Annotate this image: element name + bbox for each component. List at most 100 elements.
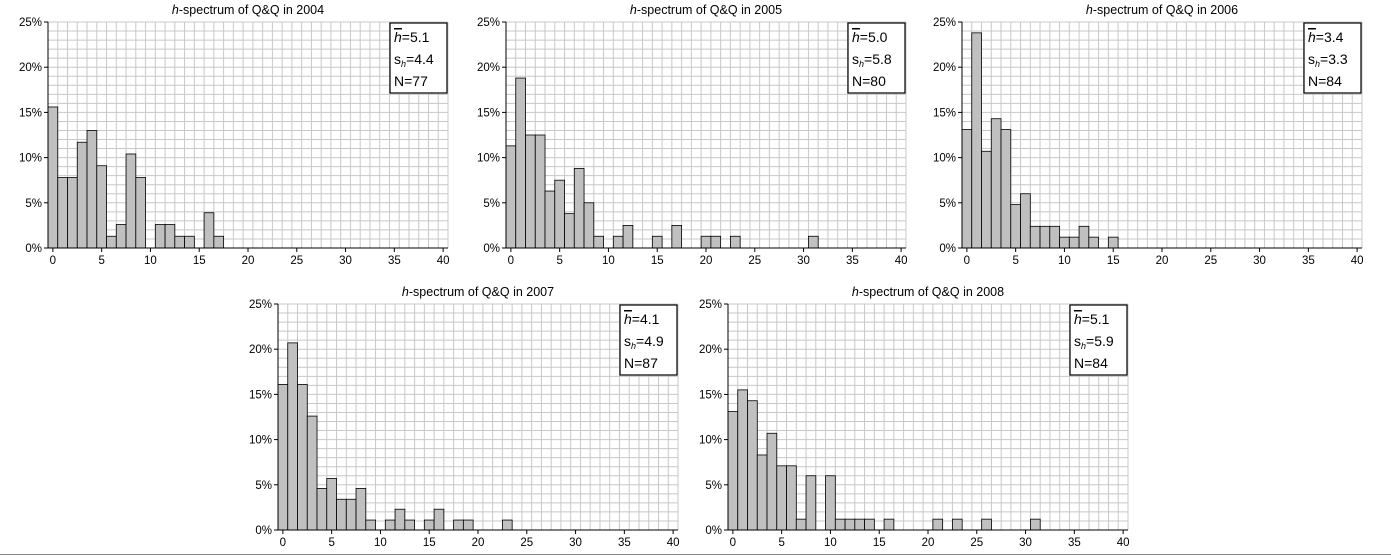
x-tick-label: 35 bbox=[388, 255, 401, 267]
chart-title: h-spectrum of Q&Q in 2004 bbox=[172, 3, 324, 17]
x-tick-label: 35 bbox=[1302, 255, 1315, 267]
x-tick-label: 30 bbox=[339, 255, 352, 267]
x-tick-label: 20 bbox=[472, 537, 485, 549]
histogram-bar bbox=[125, 153, 137, 249]
stat-sd: sh=5.9 bbox=[1074, 333, 1114, 351]
histogram-bar bbox=[834, 518, 846, 531]
histogram-bar bbox=[951, 518, 963, 531]
histogram-bar bbox=[1029, 225, 1041, 249]
histogram-bar bbox=[1107, 236, 1119, 249]
y-tick-label: 25% bbox=[249, 299, 272, 311]
x-tick-label: 5 bbox=[1012, 255, 1018, 267]
grid bbox=[727, 303, 1129, 530]
x-tick-label: 40 bbox=[1117, 537, 1130, 549]
y-tick-label: 25% bbox=[477, 17, 500, 29]
x-tick-label: 0 bbox=[280, 537, 286, 549]
x-tick-label: 0 bbox=[508, 255, 514, 267]
x-tick-label: 5 bbox=[556, 255, 562, 267]
y-tick-label: 15% bbox=[249, 389, 272, 401]
histogram-bar bbox=[932, 518, 944, 531]
x-tick-label: 10 bbox=[602, 255, 615, 267]
histogram-bar bbox=[287, 342, 298, 531]
y-tick-label: 10% bbox=[249, 435, 272, 447]
histogram-bar bbox=[501, 519, 513, 531]
histogram-bar bbox=[671, 224, 683, 249]
x-tick-label: 40 bbox=[1351, 255, 1364, 267]
x-tick-label: 30 bbox=[797, 255, 810, 267]
histogram-bar bbox=[96, 165, 107, 249]
stat-n: N=87 bbox=[624, 355, 658, 371]
stat-mean: h=5.0 bbox=[852, 29, 888, 45]
y-tick-label: 0% bbox=[25, 243, 42, 255]
stat-n: N=84 bbox=[1074, 355, 1108, 371]
histogram-bar bbox=[729, 235, 741, 249]
stat-mean: h=3.4 bbox=[1308, 29, 1344, 45]
y-tick-label: 10% bbox=[477, 153, 500, 165]
histogram-bar bbox=[164, 224, 176, 249]
histogram-panel-2008: h-spectrum of Q&Q in 2008 0% 5% 10% 15% 20% 25… bbox=[680, 282, 1140, 552]
histogram-bar bbox=[737, 389, 748, 531]
chart-title: h-spectrum of Q&Q in 2007 bbox=[402, 285, 554, 299]
stats-box: h=4.1 sh=4.9 N=87 bbox=[619, 304, 678, 376]
x-tick-label: 0 bbox=[50, 255, 56, 267]
histogram-bar bbox=[277, 384, 289, 531]
histogram-bar bbox=[1078, 225, 1090, 249]
y-tick-label: 20% bbox=[933, 62, 956, 74]
y-tick-label: 20% bbox=[249, 344, 272, 356]
y-tick-label: 0% bbox=[255, 525, 272, 537]
x-tick-label: 25 bbox=[520, 537, 533, 549]
histogram-bar bbox=[564, 213, 575, 249]
histogram-bar bbox=[47, 106, 59, 249]
bottom-divider bbox=[0, 554, 1391, 555]
histogram-bar bbox=[981, 150, 992, 249]
histogram-bar bbox=[776, 465, 787, 531]
histogram-bar bbox=[184, 235, 195, 249]
stats-box: h=5.0 sh=5.8 N=80 bbox=[847, 22, 906, 94]
x-tick-label: 15 bbox=[423, 537, 436, 549]
stat-sd: sh=4.9 bbox=[624, 333, 664, 351]
histogram-bar bbox=[174, 235, 185, 249]
x-tick-label: 10 bbox=[374, 537, 387, 549]
stat-sd: sh=4.4 bbox=[394, 51, 434, 69]
histogram-bar bbox=[336, 498, 347, 531]
histogram-bar bbox=[622, 224, 634, 249]
stats-box: h=5.1 sh=5.9 N=84 bbox=[1069, 304, 1128, 376]
histogram-panel-2004: h-spectrum of Q&Q in 2004 0% 5% 10% 15% 20% 25… bbox=[0, 0, 460, 270]
histogram-bar bbox=[423, 519, 435, 531]
x-tick-label: 20 bbox=[1156, 255, 1169, 267]
histogram-bar bbox=[864, 518, 875, 531]
stat-n: N=80 bbox=[852, 73, 886, 89]
histogram-bar bbox=[710, 235, 722, 249]
histogram-bar bbox=[453, 519, 464, 531]
y-tick-label: 25% bbox=[19, 17, 42, 29]
x-tick-label: 15 bbox=[873, 537, 886, 549]
histogram-bar bbox=[115, 224, 127, 249]
histogram-bar bbox=[154, 224, 166, 249]
y-tick-label: 5% bbox=[483, 198, 500, 210]
histogram-bar bbox=[306, 415, 318, 531]
histogram-bar bbox=[971, 32, 982, 249]
histogram-bar bbox=[394, 508, 406, 531]
histogram-bar bbox=[135, 177, 146, 249]
x-tick-label: 35 bbox=[618, 537, 631, 549]
x-tick-label: 40 bbox=[895, 255, 908, 267]
stat-n: N=84 bbox=[1308, 73, 1342, 89]
histogram-bar bbox=[462, 519, 474, 531]
histogram-bar bbox=[297, 384, 308, 531]
x-tick-label: 20 bbox=[922, 537, 935, 549]
grid bbox=[277, 303, 679, 530]
histogram-bar bbox=[1059, 236, 1070, 249]
y-tick-label: 20% bbox=[699, 344, 722, 356]
histogram-panel-2005: h-spectrum of Q&Q in 2005 0% 5% 10% 15% 20% 25… bbox=[458, 0, 918, 270]
stat-mean: h=4.1 bbox=[624, 311, 660, 327]
histogram-bar bbox=[573, 168, 585, 249]
histogram-svg: h-spectrum of Q&Q in 2005 0% 5% 10% 15% 20% 25… bbox=[477, 3, 908, 267]
axes bbox=[47, 22, 448, 249]
histogram-bar bbox=[825, 475, 836, 531]
x-tick-label: 25 bbox=[970, 537, 983, 549]
y-tick-label: 5% bbox=[25, 198, 42, 210]
x-tick-label: 25 bbox=[748, 255, 761, 267]
histogram-bar bbox=[213, 235, 225, 249]
stat-mean: h=5.1 bbox=[1074, 311, 1110, 327]
histogram-bar bbox=[433, 508, 445, 531]
